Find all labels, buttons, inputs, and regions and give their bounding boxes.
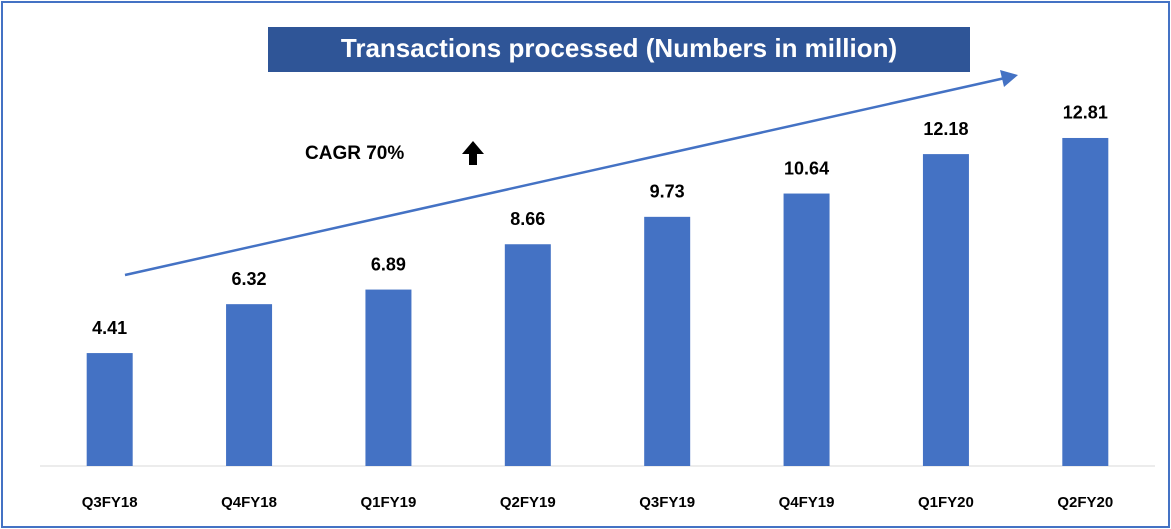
x-tick-label: Q2FY19 [500, 494, 556, 511]
value-label: 9.73 [650, 182, 685, 202]
value-label: 4.41 [92, 318, 127, 338]
trend-arrow [124, 76, 1006, 277]
trend-arrowhead [1000, 70, 1018, 87]
value-label: 12.81 [1063, 103, 1108, 123]
up-arrow-icon [462, 141, 484, 165]
bar [504, 244, 551, 466]
annotation: CAGR 70% [305, 143, 404, 164]
value-label: 6.32 [232, 269, 267, 289]
x-tick-label: Q1FY20 [918, 494, 974, 511]
bar [226, 304, 273, 466]
value-label: 10.64 [784, 158, 829, 178]
x-tick-label: Q4FY19 [779, 494, 835, 511]
x-tick-label: Q3FY19 [639, 494, 695, 511]
title-box [268, 27, 970, 72]
bar [922, 154, 969, 467]
bar [365, 289, 412, 466]
bar [86, 353, 133, 466]
x-tick-label: Q4FY18 [221, 494, 277, 511]
bar [644, 216, 691, 466]
x-tick-label: Q2FY20 [1057, 494, 1113, 511]
x-tick-label: Q1FY19 [361, 494, 417, 511]
bar [1062, 137, 1109, 466]
value-label: 12.18 [923, 119, 968, 139]
bar [783, 193, 830, 467]
chart-title: Transactions processed (Numbers in milli… [341, 33, 897, 63]
value-label: 8.66 [510, 209, 545, 229]
x-tick-label: Q3FY18 [82, 494, 138, 511]
value-label: 6.89 [371, 254, 406, 274]
